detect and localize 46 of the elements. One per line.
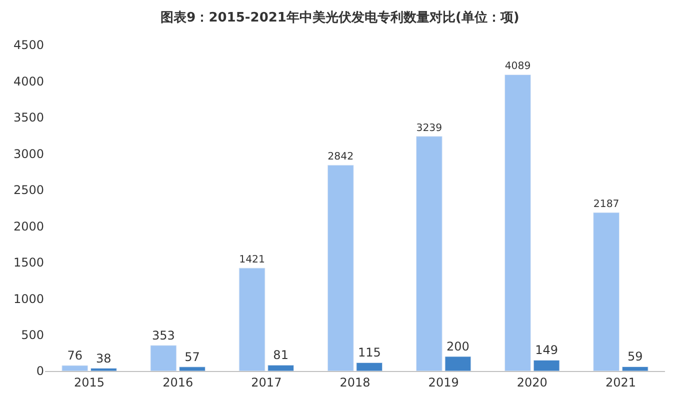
data-label: 59 bbox=[627, 350, 643, 364]
bar bbox=[62, 365, 88, 371]
bar bbox=[238, 268, 266, 371]
bar bbox=[622, 366, 648, 371]
x-tick-label: 2021 bbox=[605, 375, 636, 390]
data-label: 81 bbox=[273, 348, 288, 362]
y-tick-label: 3500 bbox=[13, 110, 44, 125]
bar bbox=[150, 345, 177, 371]
x-tick-label: 2018 bbox=[340, 375, 370, 390]
bar bbox=[268, 364, 294, 371]
y-tick-label: 0 bbox=[36, 364, 44, 378]
data-label: 2187 bbox=[593, 199, 620, 210]
data-label: 4089 bbox=[504, 61, 531, 72]
y-tick-label: 4500 bbox=[13, 38, 44, 52]
data-label: 115 bbox=[358, 346, 381, 360]
bar bbox=[327, 164, 354, 371]
data-label: 76 bbox=[67, 348, 83, 362]
data-label: 57 bbox=[184, 350, 200, 364]
bar bbox=[533, 360, 560, 371]
bar bbox=[444, 356, 472, 371]
x-tick-label: 2017 bbox=[251, 375, 282, 390]
bar bbox=[179, 366, 206, 371]
bar bbox=[356, 362, 383, 371]
data-label: 1421 bbox=[239, 254, 265, 266]
x-tick-label: 2019 bbox=[428, 375, 459, 390]
data-label: 353 bbox=[152, 328, 175, 342]
data-label: 149 bbox=[535, 343, 558, 358]
bar bbox=[416, 136, 442, 371]
data-label: 3239 bbox=[416, 122, 442, 134]
bar bbox=[504, 74, 531, 371]
y-tick-label: 1500 bbox=[13, 256, 44, 270]
x-tick-label: 2015 bbox=[74, 375, 105, 390]
y-tick-label: 3000 bbox=[13, 146, 44, 161]
x-tick-label: 2016 bbox=[162, 375, 194, 390]
data-label: 200 bbox=[446, 340, 470, 354]
y-tick-label: 2000 bbox=[13, 219, 44, 234]
y-tick-label: 4000 bbox=[13, 74, 44, 88]
data-label: 2842 bbox=[328, 152, 354, 163]
y-tick-label: 2500 bbox=[13, 183, 44, 198]
y-tick-label: 500 bbox=[21, 328, 44, 342]
x-tick-label: 2020 bbox=[516, 375, 548, 390]
data-label: 38 bbox=[96, 351, 112, 366]
y-tick-label: 1000 bbox=[13, 292, 44, 306]
bar bbox=[593, 212, 620, 371]
bar bbox=[90, 368, 117, 371]
chart-title: 图表9：2015-2021年中美光伏发电专利数量对比(单位：项) bbox=[160, 9, 520, 26]
